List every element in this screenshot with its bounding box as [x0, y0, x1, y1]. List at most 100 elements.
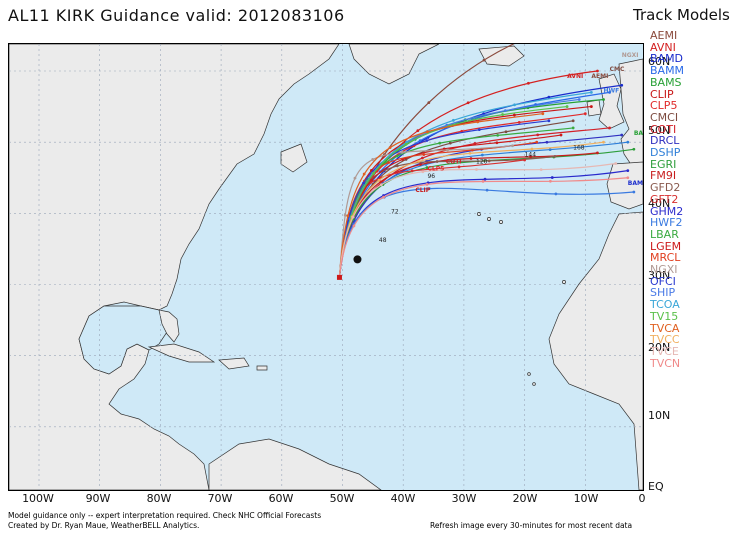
lat-label-40n: 40N: [648, 197, 671, 210]
track-point: [511, 144, 514, 148]
track-point: [427, 101, 431, 104]
track-point: [571, 126, 575, 130]
track-point: [481, 179, 485, 183]
track-point: [608, 90, 611, 94]
forecast-hour-label: 96: [427, 173, 435, 180]
footer-author: Created by Dr. Ryan Maue, WeatherBELL An…: [8, 521, 200, 530]
track-point: [589, 90, 593, 94]
lat-label-eq: EQ: [648, 480, 664, 493]
legend-item-lbar: LBAR: [650, 227, 679, 241]
track-point: [547, 119, 551, 123]
track-point: [448, 141, 452, 145]
track-model-label: HWF: [604, 87, 620, 94]
forecast-hour-label: 144: [525, 151, 537, 158]
track-point: [362, 181, 365, 185]
track-point: [468, 151, 472, 155]
track-point: [550, 176, 554, 179]
track-point: [395, 164, 399, 168]
track-point: [475, 168, 478, 171]
legend-item-fm9i: FM9I: [650, 169, 677, 183]
track-point: [419, 163, 422, 166]
track-point: [425, 139, 429, 142]
legend-item-egri: EGRI: [650, 157, 677, 171]
legend-item-cmci: CMCI: [650, 110, 679, 124]
track-point: [352, 224, 356, 228]
legend-title: Track Models: [633, 6, 730, 24]
track-point: [626, 169, 630, 173]
lon-label-10w: 10W: [573, 492, 599, 505]
track-point: [485, 188, 489, 192]
track-point: [503, 109, 507, 113]
track-point: [351, 215, 355, 219]
track-point: [371, 158, 375, 161]
track-point: [421, 170, 425, 174]
lat-label-30n: 30N: [648, 269, 671, 282]
legend-item-bams: BAMS: [650, 75, 682, 89]
track-point: [382, 195, 385, 199]
track-point: [426, 130, 429, 134]
lon-label-0: 0: [638, 492, 646, 505]
track-point: [626, 140, 630, 144]
track-point: [417, 160, 421, 163]
track-point: [420, 156, 424, 160]
footer-disclaimer: Model guidance only -- expert interpreta…: [8, 511, 322, 520]
track-line-hwf2: [338, 187, 634, 278]
track-point: [553, 155, 557, 158]
track-point: [362, 172, 366, 176]
lon-label-100w: 100W: [22, 492, 54, 505]
track-point: [482, 58, 486, 62]
legend-item-ghm2: GHM2: [650, 204, 684, 218]
track-point: [504, 130, 508, 134]
track-point: [596, 151, 599, 155]
track-point: [372, 171, 375, 175]
track-point: [477, 128, 481, 132]
storm-cluster-marker: [353, 255, 362, 264]
track-point: [466, 101, 470, 105]
track-point: [457, 165, 461, 169]
legend-item-mrcl: MRCL: [650, 251, 681, 265]
track-point: [620, 83, 624, 87]
track-point: [427, 187, 431, 190]
track-point: [559, 133, 563, 137]
legend-item-tvce: TVCE: [650, 344, 679, 358]
track-point: [527, 81, 530, 85]
legend-item-clip: CLIP: [650, 87, 674, 101]
track-point: [541, 112, 545, 116]
legend-item-tvca: TVCA: [650, 321, 680, 335]
track-point: [480, 153, 484, 157]
legend-item-tvcc: TVCC: [650, 333, 680, 347]
track-point: [571, 119, 575, 123]
track-point: [388, 146, 392, 149]
track-model-label: NGXI: [622, 52, 639, 59]
track-point: [632, 190, 636, 194]
lon-label-50w: 50W: [329, 492, 355, 505]
track-point: [346, 214, 350, 218]
lat-lon-grid: [9, 44, 643, 490]
legend-item-tv15: TV15: [650, 309, 679, 323]
legend-item-bamm: BAMM: [650, 64, 685, 78]
track-point: [410, 169, 414, 173]
track-point: [583, 112, 587, 116]
lon-label-60w: 60W: [268, 492, 294, 505]
track-point: [523, 158, 526, 162]
track-point: [416, 129, 420, 133]
lon-label-90w: 90W: [85, 492, 111, 505]
track-point: [501, 113, 504, 116]
track-model-label: COTI: [446, 159, 462, 166]
footer-refresh-note: Refresh image every 30-minutes for most …: [430, 521, 633, 530]
track-point: [530, 147, 534, 151]
legend-item-tcoa: TCOA: [650, 298, 680, 312]
track-point: [353, 176, 357, 180]
track-line-ghm2: [338, 170, 628, 278]
forecast-hour-label: 72: [391, 208, 399, 215]
track-point: [602, 140, 605, 144]
track-point: [400, 150, 404, 154]
track-line-bams: [338, 98, 604, 278]
track-point: [577, 98, 581, 101]
legend-item-aemi: AEMI: [650, 29, 678, 42]
track-model-label: AEMI: [591, 73, 608, 80]
track-point: [545, 140, 549, 144]
track-line-clp5: [338, 113, 586, 278]
legend-item-ship: SHIP: [650, 286, 676, 300]
